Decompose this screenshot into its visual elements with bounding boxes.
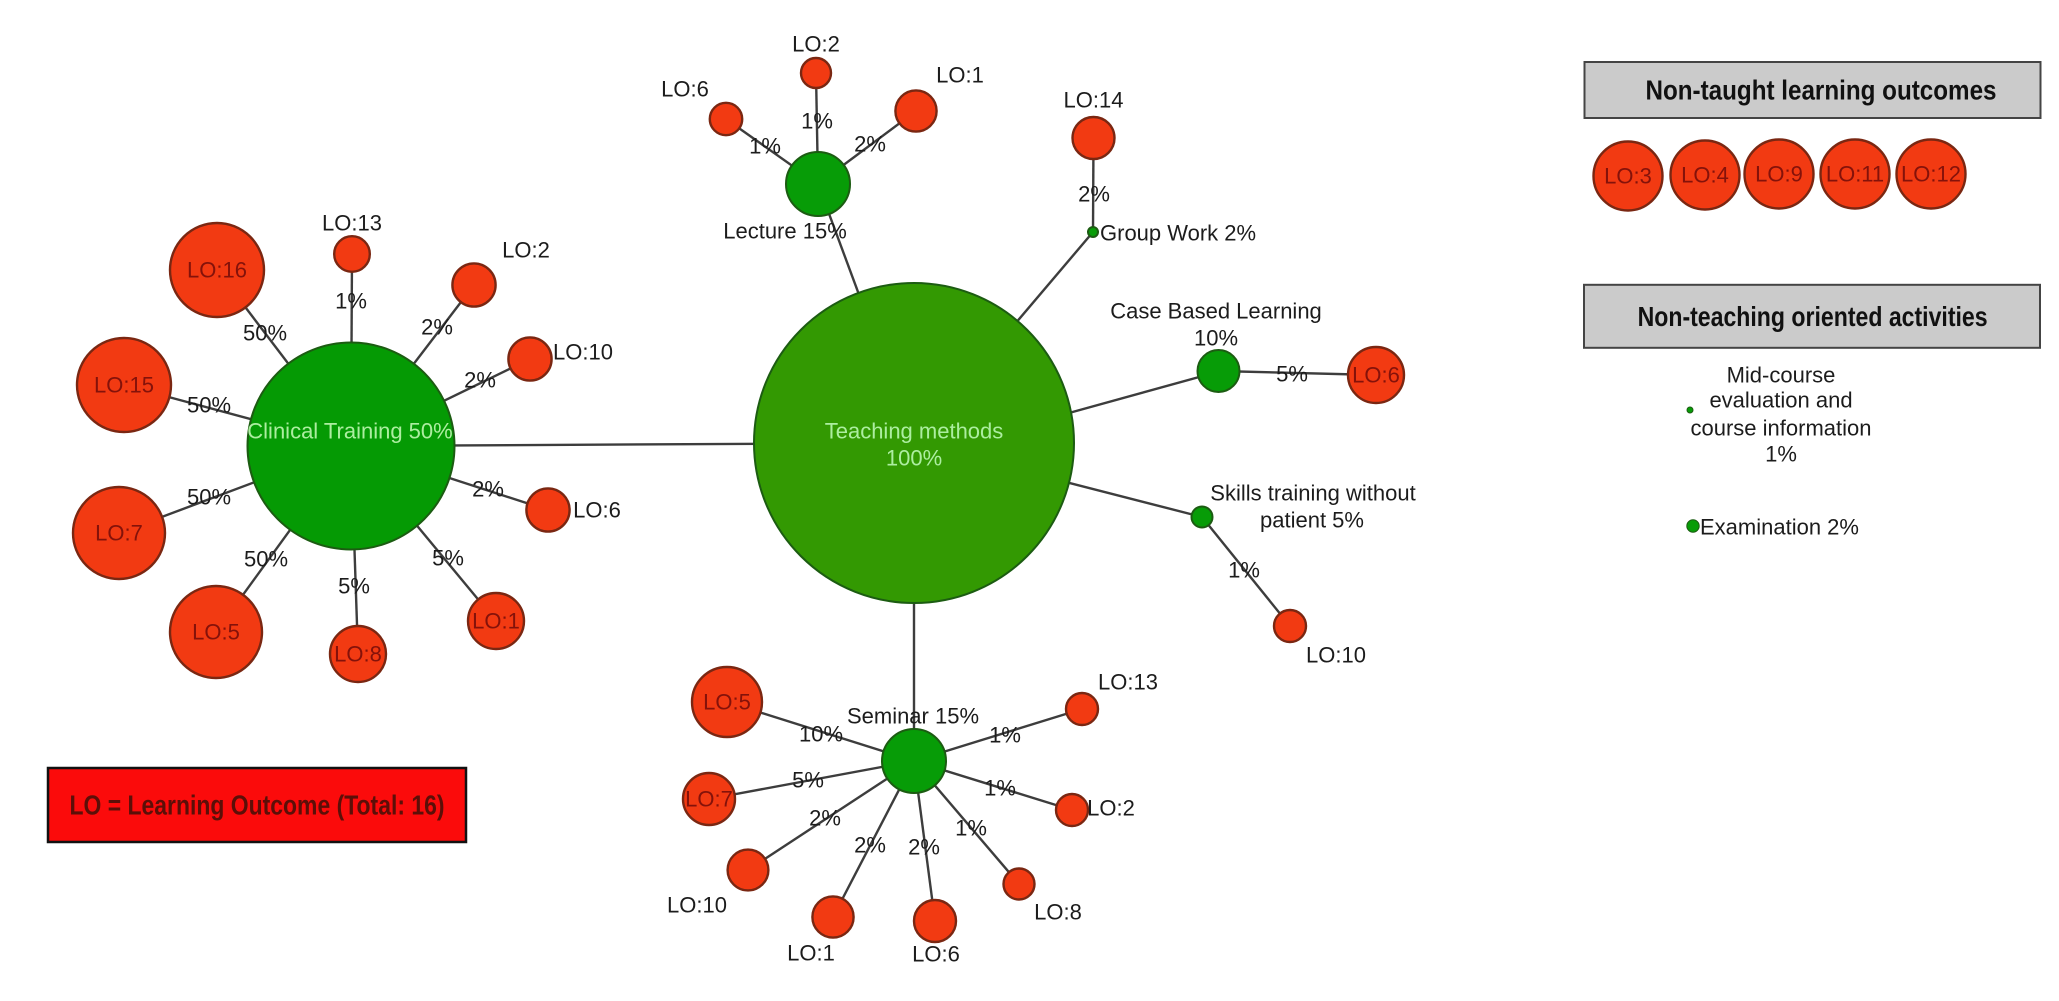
svg-text:100%: 100% <box>886 446 942 471</box>
svg-text:LO:15: LO:15 <box>94 373 154 398</box>
svg-text:50%: 50% <box>244 547 288 572</box>
svg-text:1%: 1% <box>1765 442 1797 467</box>
svg-text:Examination 2%: Examination 2% <box>1700 515 1859 540</box>
svg-text:LO:6: LO:6 <box>912 942 960 967</box>
svg-text:LO = Learning Outcome (Total:: LO = Learning Outcome (Total: 16) <box>70 790 445 821</box>
svg-text:1%: 1% <box>801 109 833 134</box>
svg-text:Non-teaching oriented activiti: Non-teaching oriented activities <box>1638 301 1988 332</box>
svg-text:5%: 5% <box>338 574 370 599</box>
svg-text:LO:13: LO:13 <box>322 211 382 236</box>
svg-text:5%: 5% <box>432 546 464 571</box>
svg-text:LO:12: LO:12 <box>1901 162 1961 187</box>
svg-text:LO:2: LO:2 <box>502 238 550 263</box>
svg-text:LO:2: LO:2 <box>1087 796 1135 821</box>
svg-text:50%: 50% <box>243 321 287 346</box>
svg-text:Seminar 15%: Seminar 15% <box>847 704 979 729</box>
svg-text:50%: 50% <box>187 485 231 510</box>
svg-text:LO:10: LO:10 <box>667 893 727 918</box>
svg-text:1%: 1% <box>955 816 987 841</box>
svg-text:10%: 10% <box>799 722 843 747</box>
svg-text:1%: 1% <box>749 134 781 159</box>
svg-text:LO:8: LO:8 <box>334 642 382 667</box>
svg-text:1%: 1% <box>1228 558 1260 583</box>
svg-text:1%: 1% <box>984 776 1016 801</box>
svg-text:LO:7: LO:7 <box>95 521 143 546</box>
svg-text:LO:6: LO:6 <box>573 498 621 523</box>
svg-text:LO:9: LO:9 <box>1755 162 1803 187</box>
svg-text:evaluation and: evaluation and <box>1709 388 1852 413</box>
svg-text:LO:8: LO:8 <box>1034 900 1082 925</box>
svg-text:50%: 50% <box>187 393 231 418</box>
svg-text:LO:14: LO:14 <box>1064 88 1124 113</box>
svg-text:LO:4: LO:4 <box>1681 163 1729 188</box>
svg-text:LO:6: LO:6 <box>661 77 709 102</box>
svg-text:1%: 1% <box>989 723 1021 748</box>
svg-text:Non-taught learning outcomes: Non-taught learning outcomes <box>1646 75 1997 106</box>
svg-text:2%: 2% <box>854 833 886 858</box>
svg-text:LO:2: LO:2 <box>792 32 840 57</box>
svg-text:2%: 2% <box>421 315 453 340</box>
svg-text:1%: 1% <box>335 289 367 314</box>
svg-text:Skills training without: Skills training without <box>1210 481 1415 506</box>
svg-text:LO:1: LO:1 <box>787 941 835 966</box>
svg-text:course information: course information <box>1691 416 1872 441</box>
svg-text:2%: 2% <box>472 477 504 502</box>
svg-text:5%: 5% <box>792 768 824 793</box>
svg-text:patient 5%: patient 5% <box>1260 508 1364 533</box>
svg-text:LO:5: LO:5 <box>703 690 751 715</box>
svg-text:Lecture 15%: Lecture 15% <box>723 219 847 244</box>
svg-text:LO:11: LO:11 <box>1826 162 1884 187</box>
svg-text:2%: 2% <box>1078 182 1110 207</box>
svg-text:2%: 2% <box>908 835 940 860</box>
svg-text:10%: 10% <box>1194 326 1238 351</box>
svg-text:LO:1: LO:1 <box>472 609 520 634</box>
svg-text:Teaching methods: Teaching methods <box>825 419 1004 444</box>
svg-text:LO:3: LO:3 <box>1604 164 1652 189</box>
svg-text:2%: 2% <box>464 368 496 393</box>
svg-text:2%: 2% <box>854 132 886 157</box>
svg-text:LO:7: LO:7 <box>685 787 733 812</box>
svg-text:LO:10: LO:10 <box>1306 643 1366 668</box>
svg-text:5%: 5% <box>1276 362 1308 387</box>
svg-text:LO:13: LO:13 <box>1098 670 1158 695</box>
svg-text:LO:16: LO:16 <box>187 258 247 283</box>
svg-text:Case Based Learning: Case Based Learning <box>1110 299 1322 324</box>
svg-text:LO:1: LO:1 <box>936 63 984 88</box>
svg-text:Clinical Training 50%: Clinical Training 50% <box>247 419 452 444</box>
svg-text:LO:5: LO:5 <box>192 620 240 645</box>
svg-text:Mid-course: Mid-course <box>1727 363 1836 388</box>
svg-text:LO:10: LO:10 <box>553 340 613 365</box>
svg-text:2%: 2% <box>809 806 841 831</box>
svg-text:LO:6: LO:6 <box>1352 363 1400 388</box>
svg-text:Group Work 2%: Group Work 2% <box>1100 221 1256 246</box>
